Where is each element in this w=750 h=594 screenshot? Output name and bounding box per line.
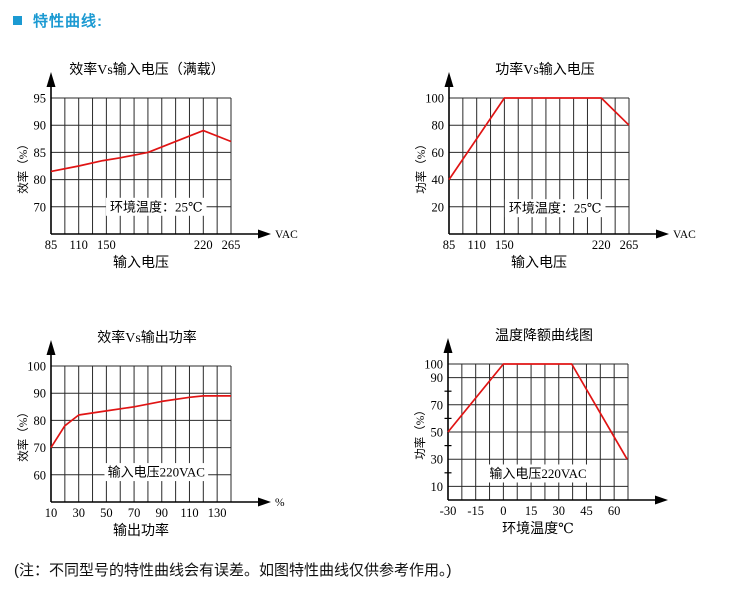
data-curve (448, 97, 630, 181)
y-axis-label: 效率（%） (16, 138, 30, 194)
annotation-mask (106, 197, 207, 216)
footnote: (注：不同型号的特性曲线会有误差。如图特性曲线仅供参考作用。) (14, 562, 452, 579)
y-tick-label: 60 (34, 468, 47, 482)
y-tick-label: 70 (34, 441, 47, 455)
x-tick-label: 30 (553, 504, 566, 518)
section-header: 特性曲线: (13, 10, 103, 31)
chart-annotation: 输入电压220VAC (489, 466, 586, 481)
x-tick-label: 265 (620, 238, 639, 252)
chart-efficiency-vs-input-voltage: 95 90 85 80 70 VAC 85 110 150 220 265 环境温度：25℃ 效率Vs输… (16, 52, 316, 292)
x-tick-label: 110 (180, 506, 198, 520)
y-tick-label: 80 (34, 414, 47, 428)
data-curve (447, 363, 628, 460)
y-axis-arrow-icon (444, 72, 454, 87)
x-axis-arrow-icon (655, 495, 668, 505)
chart-title: 效率Vs输入电压（满载） (69, 61, 225, 78)
y-axis-label: 功率（%） (413, 404, 427, 460)
annotation-mask (486, 464, 590, 483)
chart-title: 效率Vs输出功率 (97, 329, 197, 346)
section-title: 特性曲线: (33, 13, 103, 30)
x-axis-unit-label: VAC (673, 229, 696, 241)
x-tick-label: 15 (525, 504, 538, 518)
chart-efficiency-vs-output-power: 100 90 80 70 60% 10 30 50 70 90 110 130 输入电压220VAC 效率… (16, 320, 316, 560)
x-axis-arrow-icon (258, 229, 271, 239)
x-tick-label: 45 (580, 504, 593, 518)
y-tick-label: 100 (424, 358, 443, 372)
x-tick-label: 85 (45, 238, 58, 252)
chart-power-vs-input-voltage: 100 80 60 40 20 VAC 85 110 150 220 265 环境温度：25℃ 功率Vs… (414, 52, 714, 292)
x-axis-title: 输出功率 (113, 522, 169, 539)
y-tick-label: 90 (431, 371, 444, 385)
x-tick-label: 30 (72, 506, 85, 520)
x-tick-label: 10 (45, 506, 58, 520)
x-tick-label: 90 (156, 506, 169, 520)
x-tick-label: 150 (97, 238, 116, 252)
annotation-mask (104, 463, 209, 482)
x-tick-label: -15 (467, 504, 484, 518)
y-tick-label: 85 (34, 146, 47, 160)
y-axis-label: 功率（%） (414, 138, 428, 194)
y-tick-label: 10 (431, 480, 444, 494)
data-curve (50, 395, 231, 449)
chart-annotation: 环境温度：25℃ (509, 201, 602, 216)
x-tick-label: 265 (222, 238, 241, 252)
x-tick-label: 130 (208, 506, 227, 520)
x-tick-label: 50 (100, 506, 113, 520)
y-tick-label: 70 (431, 398, 444, 412)
chart-temperature-derating: 100 90 70 50 30 10 -30 -15 0 15 30 45 60 输入电压220VAC 温度… (413, 318, 713, 558)
y-tick-label: 80 (432, 119, 445, 133)
y-tick-label: 90 (34, 119, 47, 133)
y-tick-label: 100 (425, 92, 444, 106)
y-tick-label: 40 (432, 173, 445, 187)
y-axis-arrow-icon (46, 72, 56, 87)
x-axis-unit-label: % (275, 497, 285, 509)
y-tick-label: 90 (34, 387, 47, 401)
y-axis-arrow-icon (443, 338, 453, 353)
x-tick-label: 60 (608, 504, 621, 518)
y-axis-arrow-icon (46, 340, 56, 355)
x-axis-title: 输入电压 (511, 255, 567, 271)
chart-title: 温度降额曲线图 (495, 328, 593, 344)
data-curve (50, 129, 232, 173)
x-tick-label: 110 (70, 238, 88, 252)
section-bullet-icon (13, 16, 22, 25)
x-tick-label: 85 (443, 238, 456, 252)
x-tick-label: 70 (128, 506, 141, 520)
x-axis-arrow-icon (258, 497, 271, 507)
x-tick-label: 220 (194, 238, 213, 252)
x-tick-label: 0 (500, 504, 506, 518)
y-tick-label: 100 (27, 360, 46, 374)
x-axis-title: 环境温度℃ (502, 521, 574, 537)
x-axis-title: 输入电压 (113, 255, 169, 271)
x-tick-label: 110 (468, 238, 486, 252)
annotation-mask (504, 199, 606, 218)
x-tick-label: 150 (495, 238, 514, 252)
y-tick-label: 70 (34, 200, 47, 214)
y-tick-label: 20 (432, 200, 445, 214)
x-tick-label: 220 (592, 238, 611, 252)
y-tick-label: 50 (431, 426, 444, 440)
y-tick-label: 60 (432, 146, 445, 160)
chart-annotation: 输入电压220VAC (108, 465, 205, 480)
y-tick-label: 95 (34, 92, 47, 106)
chart-title: 功率Vs输入电压 (495, 61, 595, 78)
y-axis-label: 效率（%） (16, 406, 30, 462)
y-tick-label: 30 (431, 453, 444, 467)
x-axis-unit-label: VAC (275, 229, 298, 241)
y-tick-label: 80 (34, 173, 47, 187)
chart-annotation: 环境温度：25℃ (110, 199, 203, 214)
x-axis-arrow-icon (656, 229, 669, 239)
x-tick-label: -30 (440, 504, 457, 518)
